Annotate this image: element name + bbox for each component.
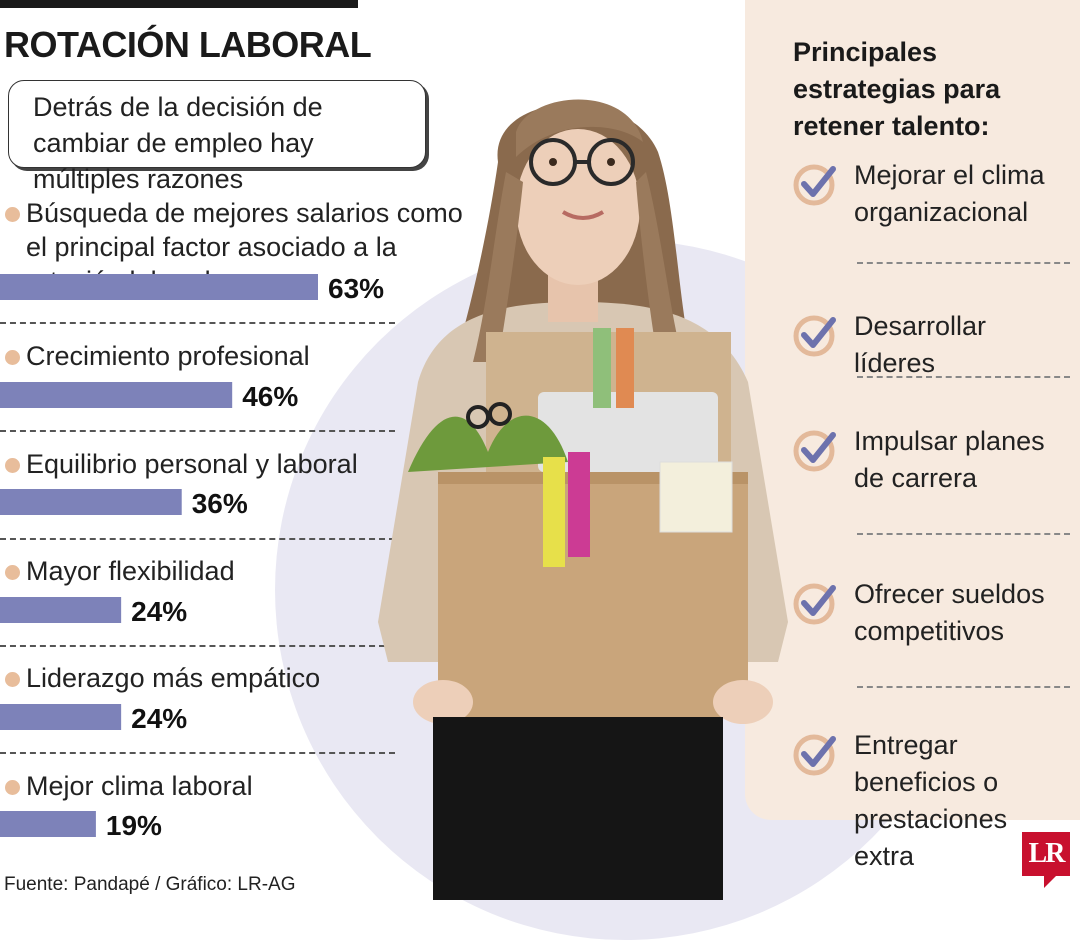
separator (0, 645, 395, 647)
strategy-label: Desarrollar líderes (854, 311, 987, 378)
check-icon (793, 430, 836, 472)
subtitle-box: Detrás de la decisión de cambiar de empl… (8, 80, 426, 194)
strategies-title: Principales estrategias para retener tal… (793, 37, 1001, 141)
bullet-dot (5, 672, 20, 687)
category-label: Crecimiento profesional (26, 341, 310, 371)
category-label: Liderazgo más empático (26, 663, 321, 693)
strategy-label: Ofrecer sueldos competitivos (854, 579, 1045, 646)
separator (0, 538, 395, 540)
check-icon (793, 734, 836, 776)
woman-with-box-illustration (378, 99, 788, 900)
bar (0, 597, 122, 623)
strategy-label: Mejorar el clima organizacional (854, 160, 1045, 227)
bar (0, 382, 233, 408)
bullet-dot (5, 780, 20, 795)
category-label: Equilibrio personal y laboral (26, 449, 358, 479)
separator (857, 262, 1070, 264)
separator (857, 376, 1070, 378)
bar (0, 274, 318, 300)
lr-logo-tail (1044, 876, 1056, 888)
value-label: 46% (242, 381, 298, 412)
check-icon (793, 315, 836, 357)
category-label: Mejor clima laboral (26, 771, 253, 801)
value-label: 19% (106, 810, 162, 841)
top-rule (0, 0, 358, 8)
separator (857, 686, 1070, 688)
check-icon (793, 164, 836, 206)
value-label: 63% (328, 273, 384, 304)
value-label: 24% (131, 596, 187, 627)
separator (857, 533, 1070, 535)
bullet-dot (5, 350, 20, 365)
bullet-dot (5, 207, 20, 222)
page-title: ROTACIÓN LABORAL (4, 24, 372, 65)
bullet-dot (5, 565, 20, 580)
separator (0, 430, 395, 432)
value-label: 24% (131, 703, 187, 734)
strategy-label: Impulsar planes de carrera (854, 426, 1045, 493)
bar-chart: 63% 46% 36% 24% 24% 19% (0, 273, 384, 841)
check-icon (793, 583, 836, 625)
value-label: 36% (192, 488, 248, 519)
bar (0, 489, 182, 515)
source-note: Fuente: Pandapé / Gráfico: LR-AG (4, 874, 296, 895)
subtitle: Detrás de la decisión de cambiar de empl… (33, 92, 323, 194)
category-label: Búsqueda de mejores salarios como el pri… (26, 198, 463, 296)
bar (0, 811, 96, 837)
category-label: Mayor flexibilidad (26, 556, 235, 586)
separator (0, 322, 395, 324)
separator (0, 752, 395, 754)
strategy-label: Entregar beneficios o prestaciones extra (854, 730, 1008, 871)
lr-logo: LR (1022, 832, 1070, 876)
strategies-panel (745, 0, 1080, 820)
bar (0, 704, 122, 730)
bullet-dot (5, 458, 20, 473)
